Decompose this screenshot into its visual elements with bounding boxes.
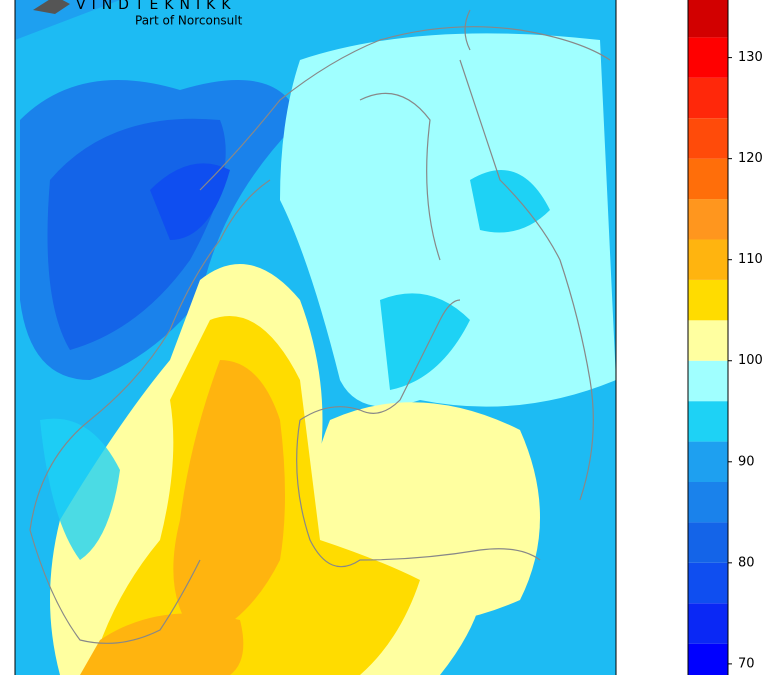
colorbar-tick-label: 130 xyxy=(738,50,763,65)
colorbar-band xyxy=(688,360,728,402)
logo-name: VINDTEKNIKK xyxy=(76,0,237,13)
colorbar-band xyxy=(688,441,728,482)
colorbar-band xyxy=(688,199,728,240)
colorbar: 70 80 90 100 110 120 130 xyxy=(687,0,763,675)
map-zone xyxy=(80,360,285,675)
colorbar-band xyxy=(688,401,728,442)
colorbar-band xyxy=(688,603,728,644)
colorbar-band xyxy=(688,481,728,523)
colorbar-band xyxy=(688,239,728,280)
colorbar-tick-label: 120 xyxy=(738,151,763,166)
colorbar-band xyxy=(688,562,728,604)
colorbar-band xyxy=(688,522,728,563)
logo-icon xyxy=(33,0,70,14)
map-frame xyxy=(14,0,617,675)
colorbar-tick-label: 90 xyxy=(738,454,755,469)
colorbar-band xyxy=(688,643,728,675)
map-zone xyxy=(150,163,230,240)
colorbar-frame xyxy=(687,0,729,675)
map: VINDTEKNIKK Part of Norconsult xyxy=(15,0,616,675)
colorbar-band xyxy=(688,279,728,321)
colorbar-band xyxy=(688,77,728,119)
map-zone xyxy=(380,170,550,390)
colorbar-band xyxy=(688,320,728,361)
logo-tagline: Part of Norconsult xyxy=(135,14,243,28)
colorbar-tick-label: 100 xyxy=(738,353,763,368)
colorbar-tick-label: 80 xyxy=(738,555,755,570)
colorbar-band xyxy=(688,0,728,38)
colorbar-band xyxy=(688,158,728,200)
map-zone xyxy=(40,418,120,560)
map-zone xyxy=(280,33,616,407)
colorbar-tick-label: 110 xyxy=(738,252,763,267)
colorbar-tick-label: 70 xyxy=(738,656,755,671)
coastline xyxy=(29,9,611,644)
colorbar-band xyxy=(688,118,728,159)
colorbar-band xyxy=(688,37,728,78)
